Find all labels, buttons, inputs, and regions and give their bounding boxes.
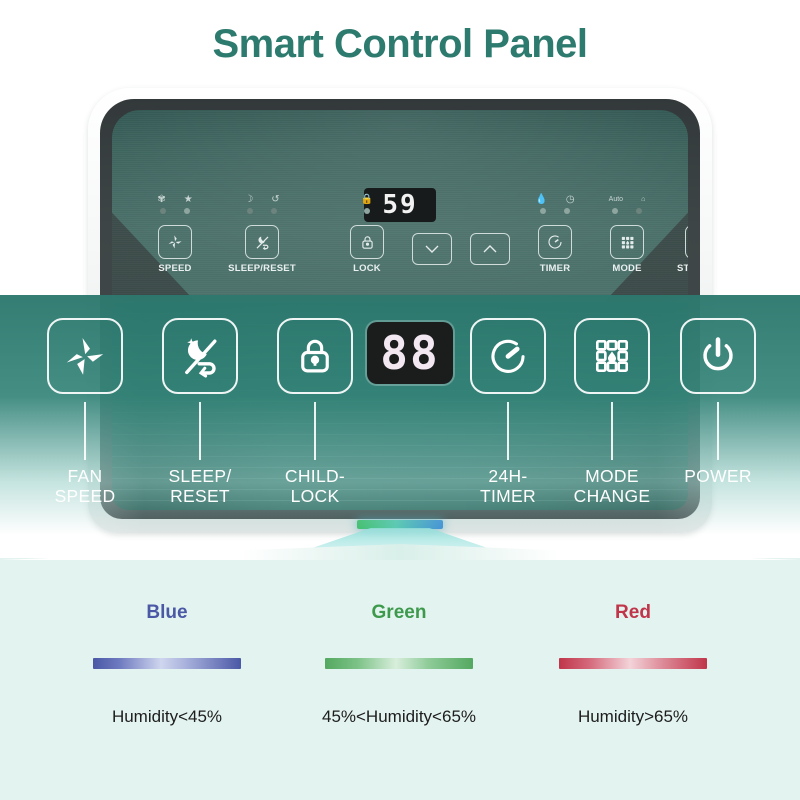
indicator-icons-speed: ✾ ★	[130, 194, 220, 207]
callout-label: POWER	[684, 466, 752, 486]
callout-row: FAN SPEED SLEEP/ RESET CHILD-L	[0, 318, 800, 518]
sleep-reset-icon[interactable]	[245, 225, 279, 259]
device-button-row: ✾ ★ SPEED ☽ ↺ SLEEP/RESE	[112, 194, 688, 294]
legend-item-red: Red Humidity>65%	[500, 558, 766, 727]
lock-icon[interactable]	[277, 318, 353, 394]
callout-child-lock[interactable]: CHILD-LOCK	[270, 318, 360, 506]
led-dot	[247, 208, 253, 214]
indicator-icons-mode: Auto ⌂	[582, 194, 672, 207]
fan-mini-icon: ✾	[157, 194, 166, 205]
legend-color-bar	[325, 658, 473, 669]
callout-power[interactable]: POWER	[672, 318, 764, 486]
callout-mode-change[interactable]: MODE CHANGE	[564, 318, 660, 506]
led-dot	[271, 208, 277, 214]
timer-icon[interactable]	[538, 225, 572, 259]
mode-grid-icon[interactable]	[610, 225, 644, 259]
lock-mini-icon: 🔒	[360, 194, 374, 205]
indicator-icons-lock: 🔒	[322, 194, 412, 207]
sleep-reset-icon[interactable]	[162, 318, 238, 394]
callout-stem	[507, 402, 509, 460]
device-button-lock[interactable]: 🔒 LOCK	[322, 194, 412, 274]
callout-stem	[611, 402, 613, 460]
timer-icon[interactable]	[470, 318, 546, 394]
fan-icon[interactable]	[47, 318, 123, 394]
device-button-speed[interactable]: ✾ ★ SPEED	[130, 194, 220, 274]
indicator-dots-power	[657, 208, 688, 220]
moon-mini-icon: ☽	[244, 194, 254, 205]
callout-fan-speed[interactable]: FAN SPEED	[40, 318, 130, 506]
led-dot	[184, 208, 190, 214]
legend-color-name: Green	[371, 602, 427, 623]
indicator-dots-sleep	[217, 208, 307, 220]
indicator-icons-power: Power	[657, 194, 688, 207]
mode-grid-icon[interactable]	[574, 318, 650, 394]
legend-description: Humidity<45%	[111, 707, 223, 726]
legend-item-green: Green 45%<Humidity<65%	[266, 558, 532, 727]
page-title: Smart Control Panel	[212, 22, 588, 66]
status-light-bar	[357, 520, 443, 529]
callout-stem	[84, 402, 86, 460]
legend-color-bar	[559, 658, 707, 669]
humidity-mini-icon: ⌂	[641, 196, 646, 203]
callout-label: 24H-TIMER	[480, 466, 536, 506]
legend-color-bar	[93, 658, 241, 669]
droplet-mini-icon: 💧	[535, 194, 548, 205]
device-display: 59	[364, 188, 436, 222]
clock-mini-icon: ◷	[565, 194, 575, 205]
reset-mini-icon: ↺	[271, 194, 280, 205]
power-icon[interactable]	[685, 225, 688, 259]
device-button-label: SLEEP/RESET	[228, 263, 296, 274]
device-button-standby[interactable]: Power STAND-BY	[657, 194, 688, 274]
device-button-timer[interactable]: 💧 ◷ TIMER	[510, 194, 600, 274]
callout-sleep-reset[interactable]: SLEEP/ RESET	[152, 318, 248, 506]
chevron-up-icon[interactable]	[470, 233, 510, 265]
led-dot	[160, 208, 166, 214]
callout-stem	[717, 402, 719, 460]
indicator-dots-mode	[582, 208, 672, 220]
device-button-down[interactable]	[402, 228, 462, 265]
indicator-dots-lock	[322, 208, 412, 220]
chevron-down-icon[interactable]	[412, 233, 452, 265]
led-dot	[564, 208, 570, 214]
indicator-icons-timer: 💧 ◷	[510, 194, 600, 207]
fan-icon[interactable]	[158, 225, 192, 259]
power-icon[interactable]	[680, 318, 756, 394]
auto-indicator-label: Auto	[608, 196, 624, 203]
led-dot	[636, 208, 642, 214]
callout-label: MODE CHANGE	[573, 466, 651, 506]
legend-description: 45%<Humidity<65%	[321, 707, 477, 726]
device-button-sleep-reset[interactable]: ☽ ↺ SLEEP/RESET	[217, 194, 307, 274]
callout-label: CHILD-LOCK	[284, 466, 346, 506]
callout-stem	[199, 402, 201, 460]
callout-display-value: 88	[380, 326, 440, 380]
lock-icon[interactable]	[350, 225, 384, 259]
callout-label: FAN SPEED	[54, 466, 116, 506]
device-button-label: TIMER	[539, 263, 571, 274]
legend-description: Humidity>65%	[577, 707, 689, 726]
device-button-label: STAND-BY	[677, 263, 688, 274]
device-display-value: 59	[382, 190, 418, 220]
legend-color-name: Blue	[146, 602, 188, 623]
legend-item-blue: Blue Humidity<45%	[34, 558, 300, 727]
callout-label: SLEEP/ RESET	[168, 466, 232, 506]
led-dot	[612, 208, 618, 214]
callout-24h-timer[interactable]: 24H-TIMER	[462, 318, 554, 506]
indicator-icons-sleep: ☽ ↺	[217, 194, 307, 207]
device-button-label: MODE	[612, 263, 642, 274]
indicator-dots-speed	[130, 208, 220, 220]
callout-stem	[314, 402, 316, 460]
indicator-dots-timer	[510, 208, 600, 220]
device-button-up[interactable]	[460, 228, 520, 265]
callout-display: 88	[362, 318, 458, 384]
led-dot	[540, 208, 546, 214]
device-button-label: SPEED	[158, 263, 192, 274]
seven-segment-display: 88	[367, 322, 453, 384]
star-mini-icon: ★	[183, 194, 193, 205]
led-dot	[364, 208, 370, 214]
legend-color-name: Red	[615, 602, 651, 623]
humidity-legend: Blue Humidity<45% Green 45%<Humidity<65%…	[0, 544, 800, 800]
device-button-mode[interactable]: Auto ⌂ MODE	[582, 194, 672, 274]
device-button-label: LOCK	[353, 263, 381, 274]
